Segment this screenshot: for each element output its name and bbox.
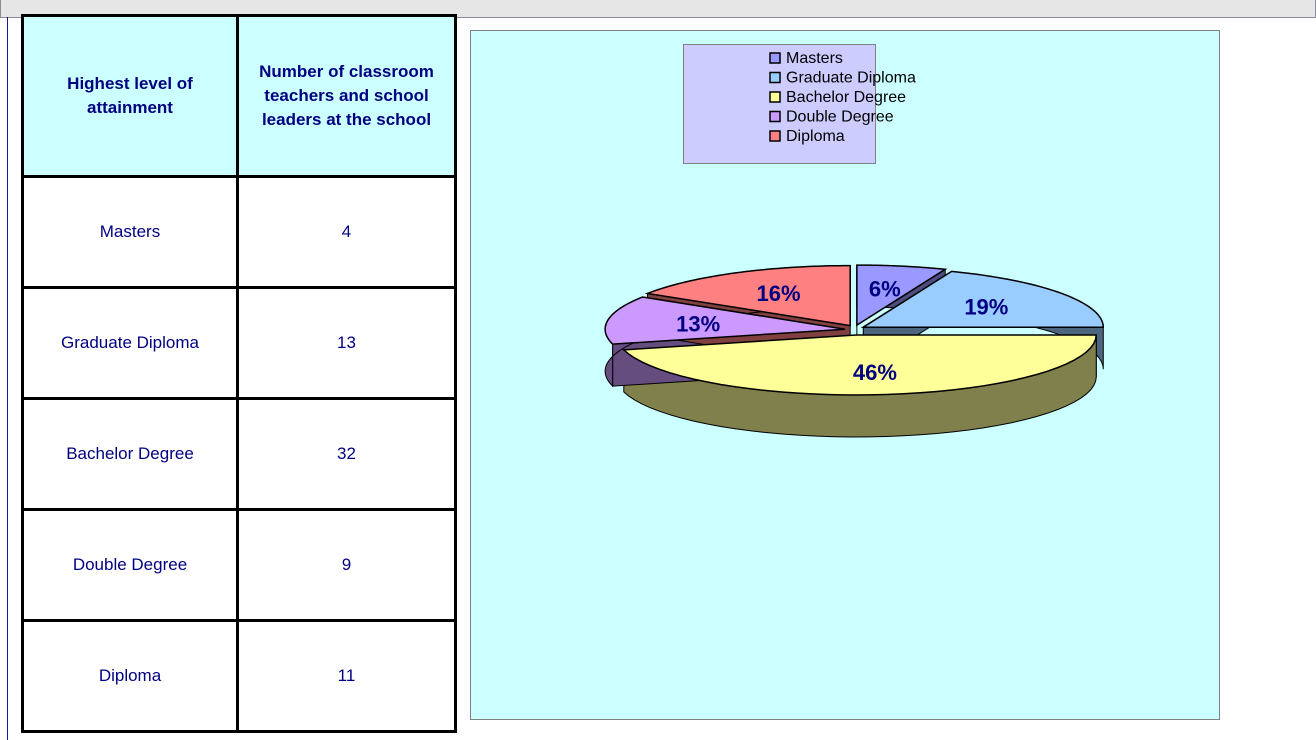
slice-wall	[856, 264, 946, 312]
table-cell: Masters	[21, 175, 239, 289]
legend-label: Masters	[786, 50, 843, 67]
table-body: Masters 4 Graduate Diploma 13 Bachelor Degre…	[21, 175, 457, 733]
table-cell: Graduate Diploma	[21, 286, 239, 400]
slice-wall	[647, 265, 851, 337]
pie-slice	[604, 296, 846, 345]
legend-swatch	[769, 130, 781, 142]
chart-area	[470, 30, 1220, 720]
frame-line	[7, 17, 8, 740]
table-row: Graduate Diploma 13	[21, 286, 457, 400]
data-label: 6%	[869, 277, 901, 302]
header-cell: Highest level of attainment	[21, 14, 239, 178]
table-cell: 9	[236, 508, 457, 622]
data-label: 19%	[964, 294, 1008, 319]
slice-wall	[623, 334, 1097, 438]
legend-box	[683, 44, 876, 164]
pie-slice	[644, 264, 851, 327]
legend-label: Graduate Diploma	[786, 70, 916, 87]
data-label: 16%	[756, 281, 800, 306]
legend-swatch	[769, 110, 781, 123]
table-cell: 11	[236, 619, 457, 733]
legend-label: Bachelor Degree	[786, 89, 906, 106]
slice-side	[862, 270, 953, 371]
slice-side	[647, 292, 851, 369]
legend-swatch	[769, 71, 781, 84]
table-row: Double Degree 9	[21, 508, 457, 622]
table-cell: Bachelor Degree	[21, 397, 239, 511]
table-cell: 32	[236, 397, 457, 511]
slice-wall	[604, 296, 643, 388]
legend-label: Double Degree	[786, 109, 894, 126]
pie-slice	[856, 264, 948, 327]
header-cell: Number of classroom teachers and school …	[236, 14, 457, 178]
pie-slice	[860, 270, 1105, 328]
table-cell: Diploma	[21, 619, 239, 733]
legend-label: Diploma	[786, 128, 845, 145]
legend-swatch	[769, 52, 781, 64]
legend-swatch	[769, 91, 781, 103]
slice-wall	[951, 270, 1104, 370]
table-row: Bachelor Degree 32	[21, 397, 457, 511]
data-label: 46%	[853, 360, 897, 385]
table-cell: 13	[236, 286, 457, 400]
table-row: Diploma 11	[21, 619, 457, 733]
table-row: Masters 4	[21, 175, 457, 289]
header-row: Highest level of attainment Number of cl…	[21, 14, 457, 178]
pie-slice	[621, 334, 1098, 396]
table-cell: Double Degree	[21, 508, 239, 622]
data-label: 13%	[676, 311, 720, 336]
attainment-table: Highest level of attainment Number of cl…	[21, 14, 457, 733]
slice-side	[855, 334, 1097, 378]
slice-side	[612, 328, 846, 387]
table-cell: 4	[236, 175, 457, 289]
